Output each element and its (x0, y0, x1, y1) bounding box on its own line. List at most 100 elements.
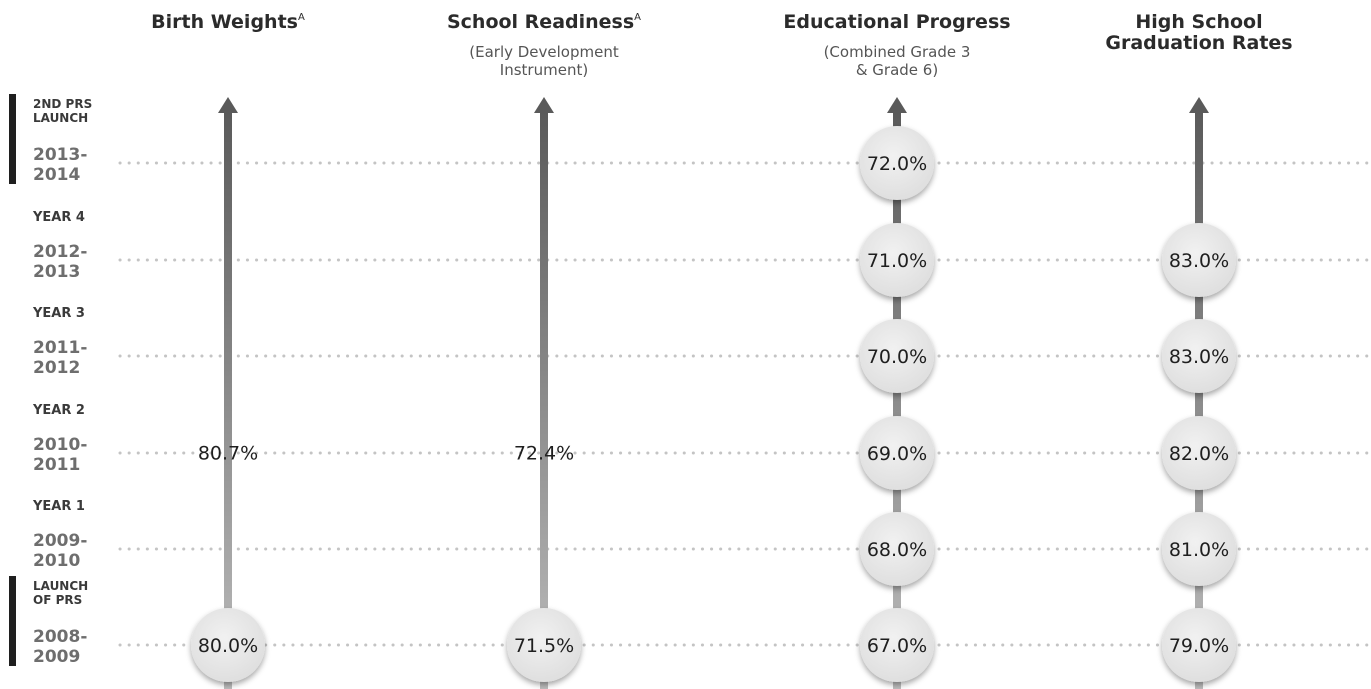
column-title-group-0: Birth WeightsA (151, 11, 305, 33)
row-year: 2011- (33, 338, 87, 358)
value-mark-5: 72.0% (860, 126, 934, 200)
column-subtitle: (Combined Grade 3 (824, 43, 971, 61)
column-subtitle: (Early Development (469, 43, 619, 61)
value-bubble (860, 608, 934, 682)
value-label: 81.0% (1169, 539, 1229, 561)
row-guides (118, 161, 1371, 647)
columns: 80.0% 80.7% 71.5% 72.4% 67.0% 68.0% 69.0% 70.0%… (191, 97, 1236, 689)
row-year: 2012- (33, 242, 87, 262)
row-label-group-3: YEAR 2 2010-2011 (32, 403, 87, 475)
value-label: 68.0% (867, 539, 927, 561)
value-mark-4: 83.0% (1162, 223, 1236, 297)
value-mark-1: 72.4% (514, 443, 574, 465)
column-title: Graduation Rates (1105, 32, 1292, 54)
value-bubble (860, 126, 934, 200)
arrow-shaft (224, 111, 232, 689)
column-subtitle: Instrument) (500, 61, 588, 79)
row-year: 2013- (33, 145, 87, 165)
value-label: 79.0% (1169, 635, 1229, 657)
value-mark-4: 71.0% (860, 223, 934, 297)
arrow-head (887, 97, 907, 113)
row-label: 2ND PRS (33, 97, 92, 111)
value-bubble (191, 608, 265, 682)
arrow-head (1189, 97, 1209, 113)
title-superscript: A (298, 12, 305, 23)
column-1: 71.5% 72.4% (507, 97, 581, 689)
column-title-group-1: School ReadinessA (Early DevelopmentInstr… (447, 11, 641, 79)
value-label: 83.0% (1169, 250, 1229, 272)
column-0: 80.0% 80.7% (191, 97, 265, 689)
row-year: 2010- (33, 435, 87, 455)
column-title: Birth WeightsA (151, 11, 305, 33)
row-label: YEAR 3 (32, 306, 85, 321)
row-marker-bar (9, 94, 16, 184)
row-label-group-2: YEAR 3 2011-2012 (32, 306, 87, 378)
row-year: 2013 (33, 262, 80, 282)
value-mark-1: 68.0% (860, 512, 934, 586)
value-bubble (860, 416, 934, 490)
arrow-head (534, 97, 554, 113)
row-marker-bar (9, 576, 16, 666)
row-year: 2008- (33, 627, 87, 647)
column-title: High School (1135, 11, 1262, 33)
value-label: 80.0% (198, 635, 258, 657)
row-label: OF PRS (33, 593, 82, 607)
value-mark-1: 81.0% (1162, 512, 1236, 586)
column-3: 79.0% 81.0% 82.0% 83.0% 83.0% (1162, 97, 1236, 689)
value-label: 72.4% (514, 443, 574, 465)
value-mark-2: 69.0% (860, 416, 934, 490)
row-label: YEAR 4 (32, 210, 85, 225)
value-label: 69.0% (867, 443, 927, 465)
arrow-shaft (540, 111, 548, 689)
value-bubble (1162, 223, 1236, 297)
column-titles: Birth WeightsA School ReadinessA (Early De… (151, 11, 1292, 79)
value-label: 71.5% (514, 635, 574, 657)
arrow-shaft (1195, 111, 1203, 689)
value-label: 80.7% (198, 443, 258, 465)
title-superscript: A (634, 12, 641, 23)
value-label: 82.0% (1169, 443, 1229, 465)
value-bubble (1162, 608, 1236, 682)
row-year: 2014 (33, 165, 80, 185)
value-mark-1: 80.7% (198, 443, 258, 465)
value-bubble (1162, 319, 1236, 393)
value-bubble (507, 608, 581, 682)
row-year: 2009 (33, 647, 80, 667)
value-mark-3: 83.0% (1162, 319, 1236, 393)
value-mark-3: 70.0% (860, 319, 934, 393)
value-label: 67.0% (867, 635, 927, 657)
value-bubble (1162, 416, 1236, 490)
row-year: 2010 (33, 551, 80, 571)
row-label: YEAR 1 (32, 499, 85, 514)
row-year: 2012 (33, 358, 80, 378)
column-subtitle: & Grade 6) (856, 61, 938, 79)
value-mark-0: 80.0% (191, 608, 265, 682)
arrow-shaft (893, 111, 901, 689)
value-label: 71.0% (867, 250, 927, 272)
value-label: 70.0% (867, 346, 927, 368)
row-label-group-1: YEAR 4 2012-2013 (32, 210, 87, 282)
row-label-group-4: YEAR 1 2009-2010 (32, 499, 87, 571)
column-title: Educational Progress (783, 11, 1010, 33)
value-mark-0: 79.0% (1162, 608, 1236, 682)
column-title-group-2: Educational Progress (Combined Grade 3& G… (783, 11, 1010, 79)
value-label: 83.0% (1169, 346, 1229, 368)
row-year: 2011 (33, 455, 80, 475)
value-bubble (860, 512, 934, 586)
column-2: 67.0% 68.0% 69.0% 70.0% 71.0% 72.0% (860, 97, 934, 689)
value-bubble (860, 223, 934, 297)
arrow-head (218, 97, 238, 113)
value-bubble (860, 319, 934, 393)
value-bubble (1162, 512, 1236, 586)
row-year: 2009- (33, 531, 87, 551)
value-label: 72.0% (867, 153, 927, 175)
value-mark-0: 71.5% (507, 608, 581, 682)
row-label: LAUNCH (33, 111, 88, 125)
row-label: YEAR 2 (32, 403, 85, 418)
value-mark-2: 82.0% (1162, 416, 1236, 490)
